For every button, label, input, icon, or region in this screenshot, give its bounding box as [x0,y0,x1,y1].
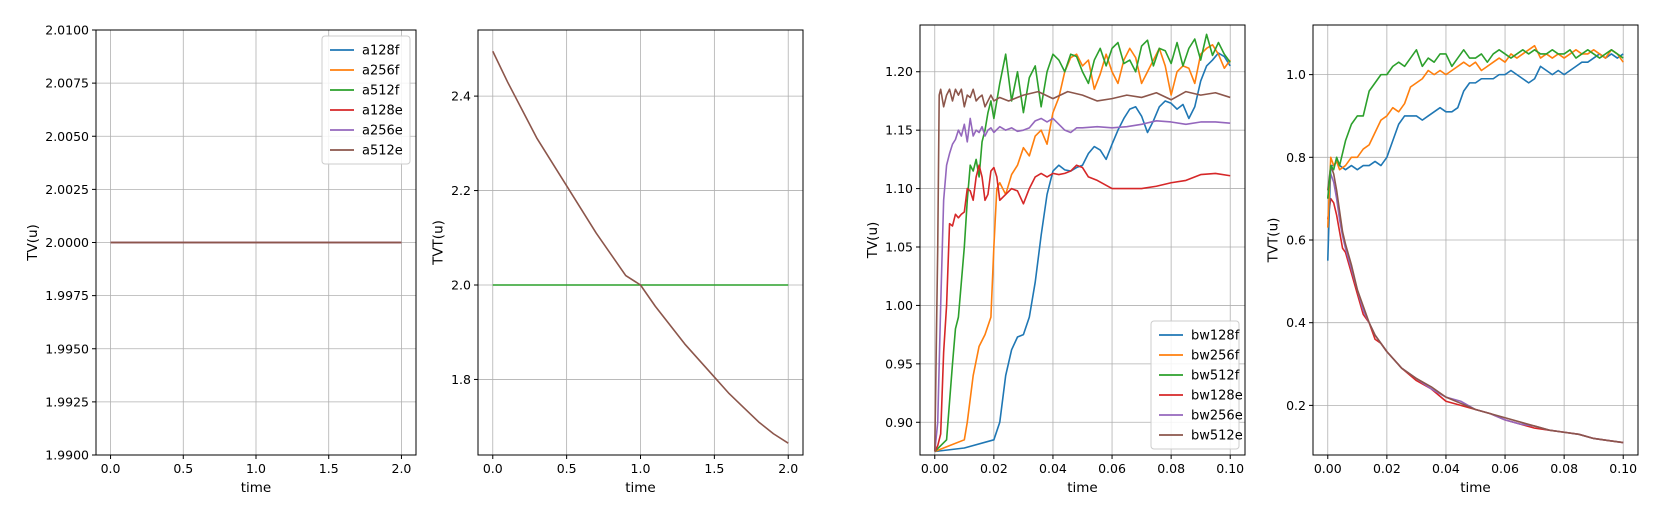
axes-frame [919,24,1246,456]
series-line-1 [1326,197,1624,444]
x-tick-label: 0.5 [173,461,193,476]
x-tick-label: 0.04 [1432,461,1460,476]
y-axis-label: TVT(u) [1266,218,1282,264]
legend-label-bw256e: bw256e [1191,409,1243,424]
x-axis-label: time [625,480,656,496]
x-tick-label: 0.5 [557,461,577,476]
x-tick-label: 0.02 [1373,461,1401,476]
x-tick-label: 1.5 [704,461,724,476]
y-tick-label: 2.0 [451,278,471,293]
y-axis-label: TVT(u) [431,220,447,266]
y-tick-label: 1.15 [885,123,913,138]
x-tick-label: 0.04 [1039,461,1067,476]
series-line-5 [1326,44,1624,228]
series-line-4 [1326,53,1624,261]
series-group [1326,44,1624,444]
y-tick-label: 1.8 [451,372,471,387]
x-tick-label: 0.06 [1098,461,1126,476]
y-tick-label: 1.0 [1286,67,1306,82]
y-tick-label: 0.8 [1286,150,1306,165]
y-tick-label: 0.90 [885,415,913,430]
legend-label-bw512e: bw512e [1191,429,1243,444]
legend-label-a128f: a128f [362,44,400,59]
series-line-bw256e [933,117,1231,452]
legend-label-a512f: a512f [362,84,400,99]
x-tick-label: 0.08 [1157,461,1185,476]
legend-box [1150,320,1240,450]
y-tick-label: 0.6 [1286,233,1306,248]
chart-3: 0.00 0.02 0.04 0.06 0.08 0.10 0.90 0.95 1.00 1.05… [865,24,1246,496]
series-line-bw256f [934,44,1231,453]
x-tick-label: 1.0 [246,461,266,476]
legend-label-a512e: a512e [362,144,403,159]
legend-label-bw256f: bw256f [1191,349,1240,364]
y-tick-label: 1.05 [885,240,913,255]
x-axis-label: time [1460,480,1491,496]
y-tick-label: 2.2 [451,183,471,198]
x-tick-label: 0.00 [1314,461,1342,476]
x-tick-label: 0.08 [1550,461,1578,476]
y-tick-label: 2.0075 [45,76,89,91]
series-group [933,33,1231,453]
legend-label-bw128f: bw128f [1191,329,1240,344]
series-line-6 [1326,49,1624,199]
series-line-2 [1326,173,1624,444]
x-tick-label: 1.5 [319,461,339,476]
x-axis-label: time [1067,480,1098,496]
legend: bw128f bw256f bw512f bw128e bw256e bw512e [1150,320,1243,450]
series-line-3 [1326,164,1624,444]
y-tick-label: 1.00 [885,298,913,313]
y-tick-label: 0.95 [885,356,913,371]
chart-2: 0.0 0.5 1.0 1.5 2.0 1.8 2.0 2.2 2.4 time TVT(u) [431,29,804,496]
series-group [492,50,789,444]
legend-label-a128e: a128e [362,104,403,119]
legend-label-a256e: a256e [362,124,403,139]
series-line-bw512f [934,33,1231,453]
legend-label-bw512f: bw512f [1191,369,1240,384]
y-tick-label: 2.0000 [45,235,89,250]
chart-1: 0.0 0.5 1.0 1.5 2.0 1.9900 1.9925 1.9950 1.9975 2… [25,23,417,496]
y-tick-label: 2.0050 [45,129,89,144]
y-tick-label: 1.9950 [45,341,89,356]
legend-label-a256f: a256f [362,64,400,79]
x-axis-label: time [241,480,272,496]
y-axis-label: TV(u) [865,222,881,260]
y-tick-label: 0.2 [1286,398,1306,413]
legend-label-bw128e: bw128e [1191,389,1243,404]
x-tick-label: 2.0 [392,461,412,476]
y-tick-label: 1.10 [885,181,913,196]
series-line-bw128e [934,164,1231,452]
series-line-bw128f [934,52,1231,453]
x-tick-label: 2.0 [778,461,798,476]
x-tick-label: 0.0 [101,461,121,476]
series-line-2 [492,50,789,444]
y-tick-label: 1.9900 [45,448,89,463]
x-tick-label: 0.02 [980,461,1008,476]
x-tick-label: 0.06 [1491,461,1519,476]
x-tick-label: 0.00 [921,461,949,476]
legend-box [321,35,411,165]
chart-4: 0.00 0.02 0.04 0.06 0.08 0.10 0.2 0.4 0.6 0.8 1.0 t… [1266,24,1639,496]
x-tick-label: 0.10 [1609,461,1637,476]
x-tick-label: 1.0 [631,461,651,476]
y-tick-label: 2.4 [451,89,471,104]
y-tick-label: 2.0025 [45,182,89,197]
x-tick-label: 0.0 [483,461,503,476]
legend: a128f a256f a512f a128e a256e a512e [321,35,411,165]
y-tick-label: 1.20 [885,64,913,79]
y-tick-label: 0.4 [1286,315,1306,330]
y-tick-label: 2.0100 [45,23,89,38]
y-axis-label: TV(u) [25,224,41,262]
series-line-bw512e [933,88,1231,452]
y-tick-label: 1.9925 [45,394,89,409]
x-tick-label: 0.10 [1216,461,1244,476]
y-tick-label: 1.9975 [45,288,89,303]
